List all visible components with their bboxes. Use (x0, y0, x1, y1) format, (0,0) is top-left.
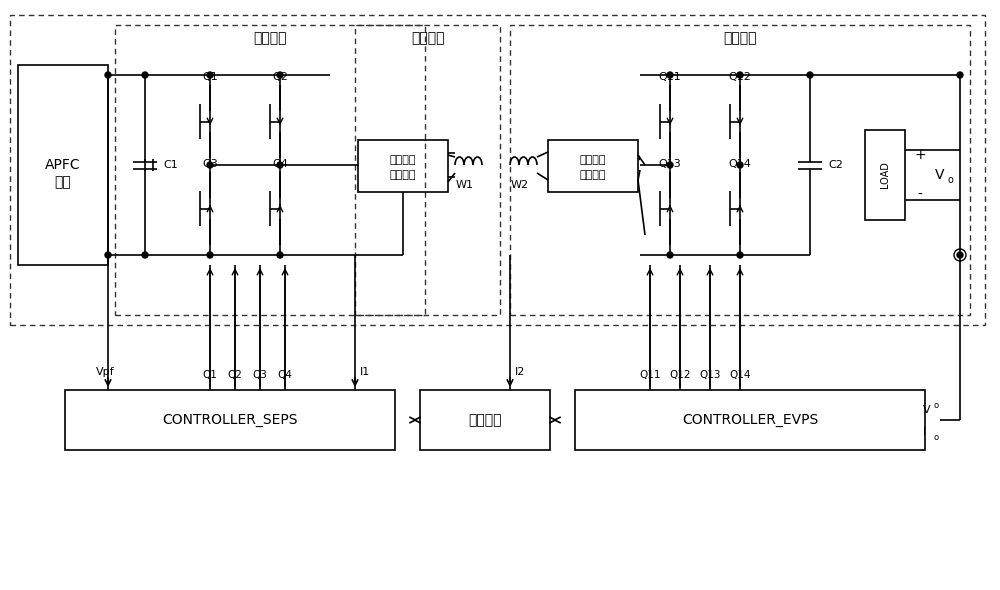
Circle shape (667, 162, 673, 168)
Circle shape (105, 252, 111, 258)
Text: W1: W1 (456, 180, 474, 190)
Text: Q1: Q1 (203, 370, 217, 380)
Text: o: o (933, 434, 938, 442)
Text: o: o (933, 401, 938, 409)
Circle shape (277, 162, 283, 168)
Text: Q11: Q11 (659, 72, 681, 82)
Text: Vpf: Vpf (96, 367, 115, 377)
Circle shape (957, 72, 963, 78)
Text: Q1: Q1 (202, 72, 218, 82)
Text: 补偿模块: 补偿模块 (390, 170, 416, 180)
Circle shape (667, 72, 673, 78)
Bar (10, 15, 985, 325)
Text: Q13: Q13 (659, 159, 681, 169)
Text: Q13: Q13 (699, 370, 721, 380)
Text: Q12: Q12 (669, 370, 691, 380)
Circle shape (737, 72, 743, 78)
Text: APFC: APFC (45, 158, 81, 172)
Circle shape (142, 252, 148, 258)
Bar (865, 130, 905, 220)
Circle shape (667, 252, 673, 258)
Text: W2: W2 (511, 180, 529, 190)
Text: 模块: 模块 (55, 175, 71, 189)
Text: I: I (923, 427, 926, 437)
Text: 车端谐振: 车端谐振 (580, 155, 606, 165)
Bar (420, 390, 550, 450)
Text: 无线通信: 无线通信 (468, 413, 502, 427)
Text: CONTROLLER_SEPS: CONTROLLER_SEPS (162, 413, 298, 427)
Circle shape (207, 252, 213, 258)
Text: +: + (914, 148, 926, 162)
Bar (115, 25, 425, 315)
Text: -: - (918, 188, 922, 202)
Bar (18, 65, 108, 265)
Text: CONTROLLER_EVPS: CONTROLLER_EVPS (682, 413, 818, 427)
Text: Q4: Q4 (272, 159, 288, 169)
Text: Q14: Q14 (729, 370, 751, 380)
Text: Q2: Q2 (272, 72, 288, 82)
Text: Q3: Q3 (253, 370, 267, 380)
Circle shape (277, 72, 283, 78)
Circle shape (207, 72, 213, 78)
Text: 地端模块: 地端模块 (411, 31, 445, 45)
Text: Q3: Q3 (202, 159, 218, 169)
Text: LOAD: LOAD (880, 162, 890, 188)
Bar (548, 140, 638, 192)
Text: C2: C2 (828, 160, 843, 170)
Text: I2: I2 (515, 367, 525, 377)
Circle shape (737, 162, 743, 168)
Circle shape (957, 252, 963, 258)
Bar (355, 25, 500, 315)
Text: 桩端模块: 桩端模块 (253, 31, 287, 45)
Bar (358, 140, 448, 192)
Circle shape (105, 72, 111, 78)
Text: Q4: Q4 (278, 370, 292, 380)
Text: 车端模块: 车端模块 (723, 31, 757, 45)
Bar (575, 390, 925, 450)
Bar (510, 25, 970, 315)
Text: V: V (923, 405, 931, 415)
Circle shape (142, 72, 148, 78)
Text: Q14: Q14 (729, 159, 751, 169)
Circle shape (207, 162, 213, 168)
Text: Q12: Q12 (729, 72, 751, 82)
Text: 桩端谐振: 桩端谐振 (390, 155, 416, 165)
Circle shape (277, 252, 283, 258)
Circle shape (737, 252, 743, 258)
Text: C1: C1 (163, 160, 178, 170)
Circle shape (807, 72, 813, 78)
Text: V: V (935, 168, 945, 182)
Bar (65, 390, 395, 450)
Text: o: o (948, 175, 954, 185)
Text: Q11: Q11 (639, 370, 661, 380)
Text: Q2: Q2 (228, 370, 242, 380)
Text: I1: I1 (360, 367, 370, 377)
Text: 补偿模块: 补偿模块 (580, 170, 606, 180)
